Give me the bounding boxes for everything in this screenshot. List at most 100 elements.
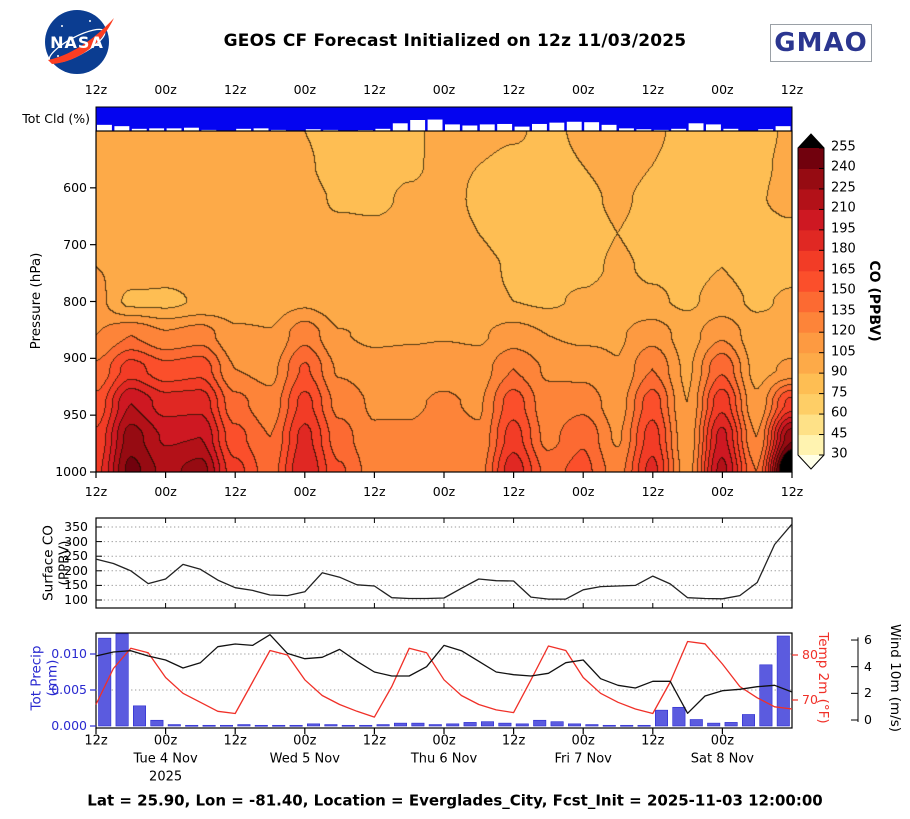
cloud-bar (584, 122, 600, 131)
wind-tick-label: 6 (864, 631, 872, 647)
precip-bar (220, 724, 234, 727)
cloud-bar (532, 123, 547, 131)
day-label: Wed 5 Nov (269, 751, 340, 767)
precip-bar (289, 724, 303, 727)
time-tick-label-met: 12z (501, 733, 526, 749)
time-tick-label-top: 00z (711, 81, 734, 97)
colorbar-outline (797, 133, 825, 470)
cloud-bar (392, 123, 408, 131)
colorbar-tick-label: 75 (831, 385, 848, 401)
pressure-tick-label: 800 (63, 293, 87, 309)
colorbar-band (798, 188, 824, 210)
surface-co-tick-label: 350 (64, 518, 88, 534)
pressure-tick-label: 700 (63, 236, 87, 252)
precip-bar (272, 724, 286, 727)
colorbar-under-arrow (798, 455, 824, 469)
colorbar-tick-label: 150 (831, 282, 856, 298)
colorbar-axis-label: CO (PPBV) (866, 260, 883, 342)
pressure-tick-label: 900 (63, 350, 87, 366)
precip-bar (167, 724, 181, 727)
time-tick-label-top: 12z (223, 81, 247, 97)
precip-bar (202, 724, 216, 727)
colorbar-tick-label: 225 (831, 180, 856, 196)
colorbar-tick-label: 120 (831, 323, 856, 339)
colorbar-band (798, 168, 824, 190)
colorbar-band (798, 311, 824, 333)
time-tick-label-met: 12z (223, 733, 247, 749)
cloud-bar (410, 120, 426, 131)
time-tick-label-top: 12z (641, 81, 665, 97)
precip-bar (115, 633, 129, 727)
time-tick-label-met: 00z (153, 733, 178, 749)
colorbar-tick-label: 105 (831, 344, 856, 360)
cloud-bar (479, 124, 495, 131)
precip-bar (689, 719, 703, 727)
time-tick-label-met: 00z (293, 733, 317, 749)
time-tick-label-top: 12z (502, 81, 525, 97)
time-tick-label-main: 00z (154, 483, 177, 499)
precip-bar (341, 724, 355, 727)
precip-bar (515, 723, 529, 727)
time-tick-label-met: 12z (362, 733, 387, 749)
pressure-axis-label: Pressure (hPa) (28, 252, 45, 350)
day-label: Thu 6 Nov (410, 751, 478, 767)
colorbar-band (798, 332, 824, 354)
cloud-bar (445, 124, 460, 131)
time-tick-label-met: 00z (571, 733, 595, 749)
precip-tick-label: 0.010 (51, 645, 87, 661)
precip-bar (185, 724, 199, 727)
precip-bar (776, 635, 790, 727)
colorbar-band (798, 270, 824, 292)
day-label: Sat 8 Nov (690, 751, 755, 767)
gmao-logo-text: GMAO (774, 28, 868, 58)
temp-tick-label: 80 (802, 646, 818, 662)
pressure-tick-label: 1000 (55, 463, 87, 479)
cloud-bar (566, 121, 582, 131)
colorbar-tick-label: 195 (831, 221, 856, 237)
time-tick-label-main: 00z (293, 483, 317, 499)
colorbar-tick-label: 165 (831, 262, 856, 278)
colorbar-tick-label: 255 (831, 139, 856, 155)
precip-bar (393, 722, 407, 727)
precip-tick-label: 0.005 (51, 681, 87, 697)
time-tick-label-main: 00z (571, 483, 595, 499)
colorbar-band (798, 434, 824, 456)
page-title: GEOS CF Forecast Initialized on 12z 11/0… (223, 31, 687, 52)
time-tick-label-main: 12z (641, 483, 665, 499)
day-label: Tue 4 Nov (133, 751, 198, 767)
colorbar-band (798, 209, 824, 231)
time-tick-label-top: 12z (363, 81, 386, 97)
gmao-logo: GMAO (770, 24, 872, 62)
surface-co-tick-label: 200 (64, 562, 88, 578)
colorbar-band (798, 229, 824, 251)
precip-bar (707, 722, 721, 727)
wind-line (95, 634, 793, 714)
day-label: Fri 7 Nov (554, 751, 612, 767)
precip-bar (567, 723, 581, 727)
colorbar-tick-label: 210 (831, 200, 856, 216)
precip-bar (620, 724, 634, 727)
precip-tick-label: 0.000 (51, 717, 87, 733)
precip-bar (759, 664, 773, 727)
precip-bar (376, 724, 390, 727)
precip-bar (654, 709, 668, 727)
precip-bar (602, 724, 616, 727)
precip-bar (533, 719, 547, 727)
colorbar-tick-label: 90 (831, 364, 848, 380)
time-tick-label-top: 00z (571, 81, 595, 97)
colorbar-band (798, 291, 824, 313)
time-tick-label-main: 12z (223, 483, 247, 499)
wind-tick-label: 2 (864, 685, 872, 701)
cloud-bar (688, 123, 704, 131)
cloud-bar (706, 124, 721, 131)
precip-bar (237, 724, 251, 727)
co-contour-canvas (96, 131, 792, 472)
cloud-bar (549, 122, 565, 131)
time-tick-label-met: 00z (432, 733, 456, 749)
precip-bar (428, 724, 442, 727)
cloud-bar (497, 123, 513, 131)
surface-co-tick-label: 150 (64, 577, 88, 593)
surface-co-line (95, 523, 793, 600)
colorbar-tick-label: 135 (831, 303, 856, 319)
time-tick-label-top: 00z (432, 81, 456, 97)
